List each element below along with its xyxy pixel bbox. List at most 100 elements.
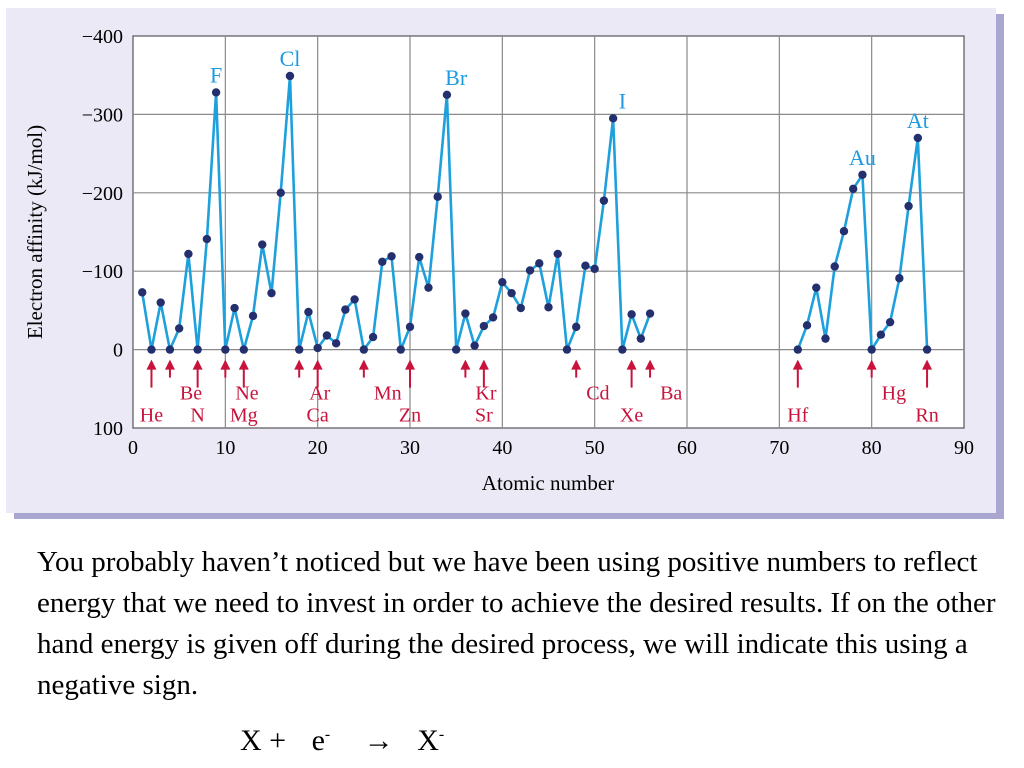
electron-symbol: e: [311, 724, 325, 757]
equation-electron: e-: [312, 724, 331, 758]
data-point: [562, 345, 572, 354]
element-marker-hf: Hf: [787, 359, 809, 427]
data-point: [193, 345, 202, 354]
arrow-head: [626, 359, 637, 370]
data-point: [184, 249, 193, 259]
y-tick-label: 0: [113, 340, 123, 362]
data-point: [849, 184, 858, 194]
data-point: [608, 114, 618, 123]
data-point: [230, 303, 239, 313]
data-point: [433, 192, 442, 201]
arrow-head: [164, 359, 175, 370]
element-marker-be: Be: [164, 359, 202, 405]
data-point: [802, 321, 812, 330]
data-point: [645, 309, 655, 318]
data-point: [258, 240, 267, 249]
data-point: [174, 324, 184, 333]
data-point: [405, 322, 415, 332]
x-tick-label: 20: [308, 437, 328, 459]
y-tick-label: −100: [82, 261, 123, 283]
data-point: [304, 307, 313, 317]
element-marker-n: N: [190, 359, 205, 427]
data-point: [267, 288, 276, 298]
data-point: [147, 345, 156, 354]
arrow-head: [192, 359, 203, 370]
element-marker-mn: Mn: [358, 359, 402, 405]
x-tick-label: 60: [677, 437, 697, 459]
data-point: [322, 331, 332, 340]
peak-label-cl: Cl: [280, 46, 301, 71]
data-point: [424, 283, 433, 292]
equation-product: X-: [417, 724, 444, 758]
data-point: [922, 345, 932, 354]
data-point: [867, 345, 876, 354]
data-point: [858, 170, 867, 179]
element-marker-ar: Ar: [294, 359, 331, 405]
arrow-head: [792, 359, 803, 370]
data-point: [488, 313, 498, 322]
element-label: Ba: [660, 383, 682, 405]
data-point: [295, 345, 304, 354]
element-marker-hg: Hg: [866, 359, 906, 405]
x-tick-label: 80: [862, 437, 882, 459]
data-point: [331, 339, 341, 348]
grid: [132, 35, 965, 429]
arrow-head: [358, 359, 369, 370]
element-marker-ca: Ca: [307, 359, 329, 427]
element-label: Xe: [620, 405, 643, 427]
data-point: [839, 227, 849, 236]
x-tick-label: 40: [492, 437, 512, 459]
element-label: Cd: [586, 383, 609, 405]
peak-label-au: Au: [849, 145, 876, 170]
data-point: [544, 303, 553, 312]
x-tick-label: 90: [954, 437, 974, 459]
element-label: Hf: [787, 405, 808, 427]
body-paragraph: You probably haven’t noticed but we have…: [37, 546, 996, 701]
element-marker-he: He: [140, 359, 163, 427]
data-point: [165, 345, 175, 354]
data-point: [396, 345, 405, 354]
peak-label-br: Br: [445, 65, 468, 90]
data-point: [221, 345, 230, 354]
data-point: [415, 252, 424, 262]
data-point: [276, 188, 285, 197]
data-point: [211, 88, 221, 97]
equation-arrow: →: [363, 724, 394, 757]
element-label: Kr: [475, 383, 496, 405]
data-point: [451, 345, 461, 354]
arrow-head: [146, 359, 157, 370]
data-point: [341, 305, 350, 314]
data-point: [581, 261, 590, 270]
x-tick-label: 70: [769, 437, 789, 459]
data-point: [572, 322, 581, 332]
product-charge: -: [438, 726, 445, 743]
element-marker-cd: Cd: [571, 359, 610, 405]
arrow-head: [460, 359, 471, 370]
electron-affinity-chart: 0 10 20 30 40 50 60 70 80 90−400−300−200−1000100 …: [23, 26, 974, 495]
element-label: Ar: [309, 383, 330, 405]
data-point: [498, 277, 507, 287]
data-point: [885, 317, 895, 327]
data-point: [202, 234, 212, 244]
data-point: [461, 309, 470, 318]
data-point: [470, 341, 479, 350]
data-point: [156, 298, 165, 307]
arrow-head: [405, 359, 415, 370]
element-marker-sr: Sr: [475, 359, 493, 427]
arrow-head: [866, 359, 877, 370]
element-marker-zn: Zn: [399, 359, 421, 427]
element-label: He: [140, 405, 163, 427]
product-symbol: X: [417, 724, 439, 757]
data-point: [618, 345, 627, 354]
arrow-head: [645, 359, 656, 370]
data-point: [313, 343, 322, 353]
data-point: [359, 345, 369, 354]
arrow-head: [220, 359, 231, 370]
data-points: [138, 71, 932, 354]
data-point: [387, 252, 396, 261]
peak-label-i: I: [619, 88, 626, 113]
data-point: [821, 334, 830, 343]
data-point: [636, 334, 646, 343]
